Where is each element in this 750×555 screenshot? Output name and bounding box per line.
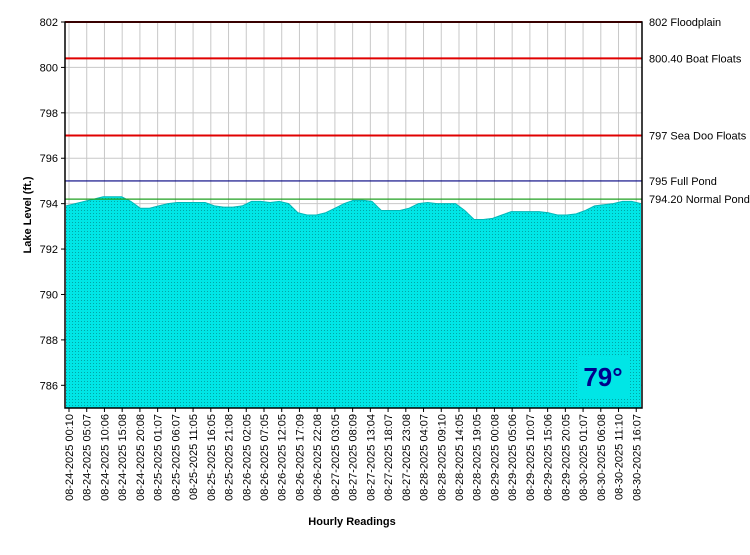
y-tick-label: 802 — [40, 17, 58, 29]
x-axis-title: Hourly Readings — [308, 516, 395, 528]
x-tick-label: 08-25-2025 21:08 — [224, 414, 236, 501]
x-tick-label: 08-26-2025 22:08 — [312, 414, 324, 501]
x-tick-label: 08-27-2025 03:05 — [330, 414, 342, 501]
y-tick-label: 798 — [40, 108, 58, 120]
x-axis-ticks: 08-24-2025 00:10 08-24-2025 05:07 08-24-20… — [64, 408, 643, 501]
y-tick-label: 786 — [40, 380, 58, 392]
y-tick-label: 792 — [40, 244, 58, 256]
reference-label: 797 Sea Doo Floats — [649, 131, 747, 143]
x-tick-label: 08-29-2025 15:06 — [543, 414, 555, 501]
x-tick-label: 08-29-2025 10:07 — [525, 414, 537, 501]
y-tick-label: 794 — [40, 199, 58, 211]
temperature-value: 79° — [583, 361, 623, 392]
x-tick-label: 08-30-2025 01:07 — [578, 414, 590, 501]
y-axis-title: Lake Level (ft.) — [22, 176, 34, 253]
x-tick-label: 08-24-2025 05:07 — [82, 414, 94, 501]
x-tick-label: 08-27-2025 23:08 — [401, 414, 413, 501]
x-tick-label: 08-26-2025 17:09 — [294, 414, 306, 501]
x-tick-label: 08-28-2025 14:05 — [454, 414, 466, 501]
x-tick-label: 08-29-2025 20:05 — [560, 414, 572, 501]
y-tick-label: 788 — [40, 335, 58, 347]
x-tick-label: 08-24-2025 10:06 — [99, 414, 111, 501]
x-tick-label: 08-26-2025 02:05 — [241, 414, 253, 501]
reference-label: 802 Floodplain — [649, 17, 721, 29]
x-tick-label: 08-27-2025 13:04 — [365, 414, 377, 501]
x-tick-label: 08-30-2025 16:07 — [631, 414, 643, 501]
x-tick-label: 08-29-2025 05:06 — [507, 414, 519, 501]
x-tick-label: 08-28-2025 04:07 — [419, 414, 431, 501]
x-tick-label: 08-24-2025 20:08 — [135, 414, 147, 501]
x-tick-label: 08-29-2025 00:08 — [489, 414, 501, 501]
reference-label: 800.40 Boat Floats — [649, 53, 742, 65]
x-tick-label: 08-26-2025 07:05 — [259, 414, 271, 501]
x-tick-label: 08-30-2025 06:08 — [596, 414, 608, 501]
reference-label: 794.20 Normal Pond — [649, 194, 750, 206]
y-axis-ticks: 786 788 790 792 794 796 798 800 802 — [40, 17, 65, 392]
x-tick-label: 08-25-2025 11:05 — [188, 414, 200, 500]
y-tick-label: 790 — [40, 289, 58, 301]
x-tick-label: 08-28-2025 19:05 — [472, 414, 484, 501]
x-tick-label: 08-28-2025 09:10 — [436, 414, 448, 501]
x-tick-label: 08-26-2025 12:05 — [277, 414, 289, 501]
x-tick-label: 08-24-2025 15:08 — [117, 414, 129, 501]
x-tick-label: 08-25-2025 06:07 — [170, 414, 182, 501]
x-tick-label: 08-25-2025 01:07 — [153, 414, 165, 501]
x-tick-label: 08-25-2025 16:05 — [206, 414, 218, 501]
y-tick-label: 800 — [40, 62, 58, 74]
area-layer — [65, 196, 642, 408]
plot-frame — [64, 21, 643, 409]
lake-level-line — [65, 196, 642, 220]
x-tick-label: 08-27-2025 18:07 — [383, 414, 395, 501]
y-tick-label: 796 — [40, 153, 58, 165]
x-tick-label: 08-24-2025 00:10 — [64, 414, 76, 501]
reference-label: 795 Full Pond — [649, 176, 717, 188]
x-tick-label: 08-27-2025 08:09 — [348, 414, 360, 501]
x-tick-label: 08-30-2025 11:10 — [614, 414, 626, 500]
temperature-badge: 79° — [577, 356, 629, 398]
lake-level-area — [66, 196, 641, 408]
